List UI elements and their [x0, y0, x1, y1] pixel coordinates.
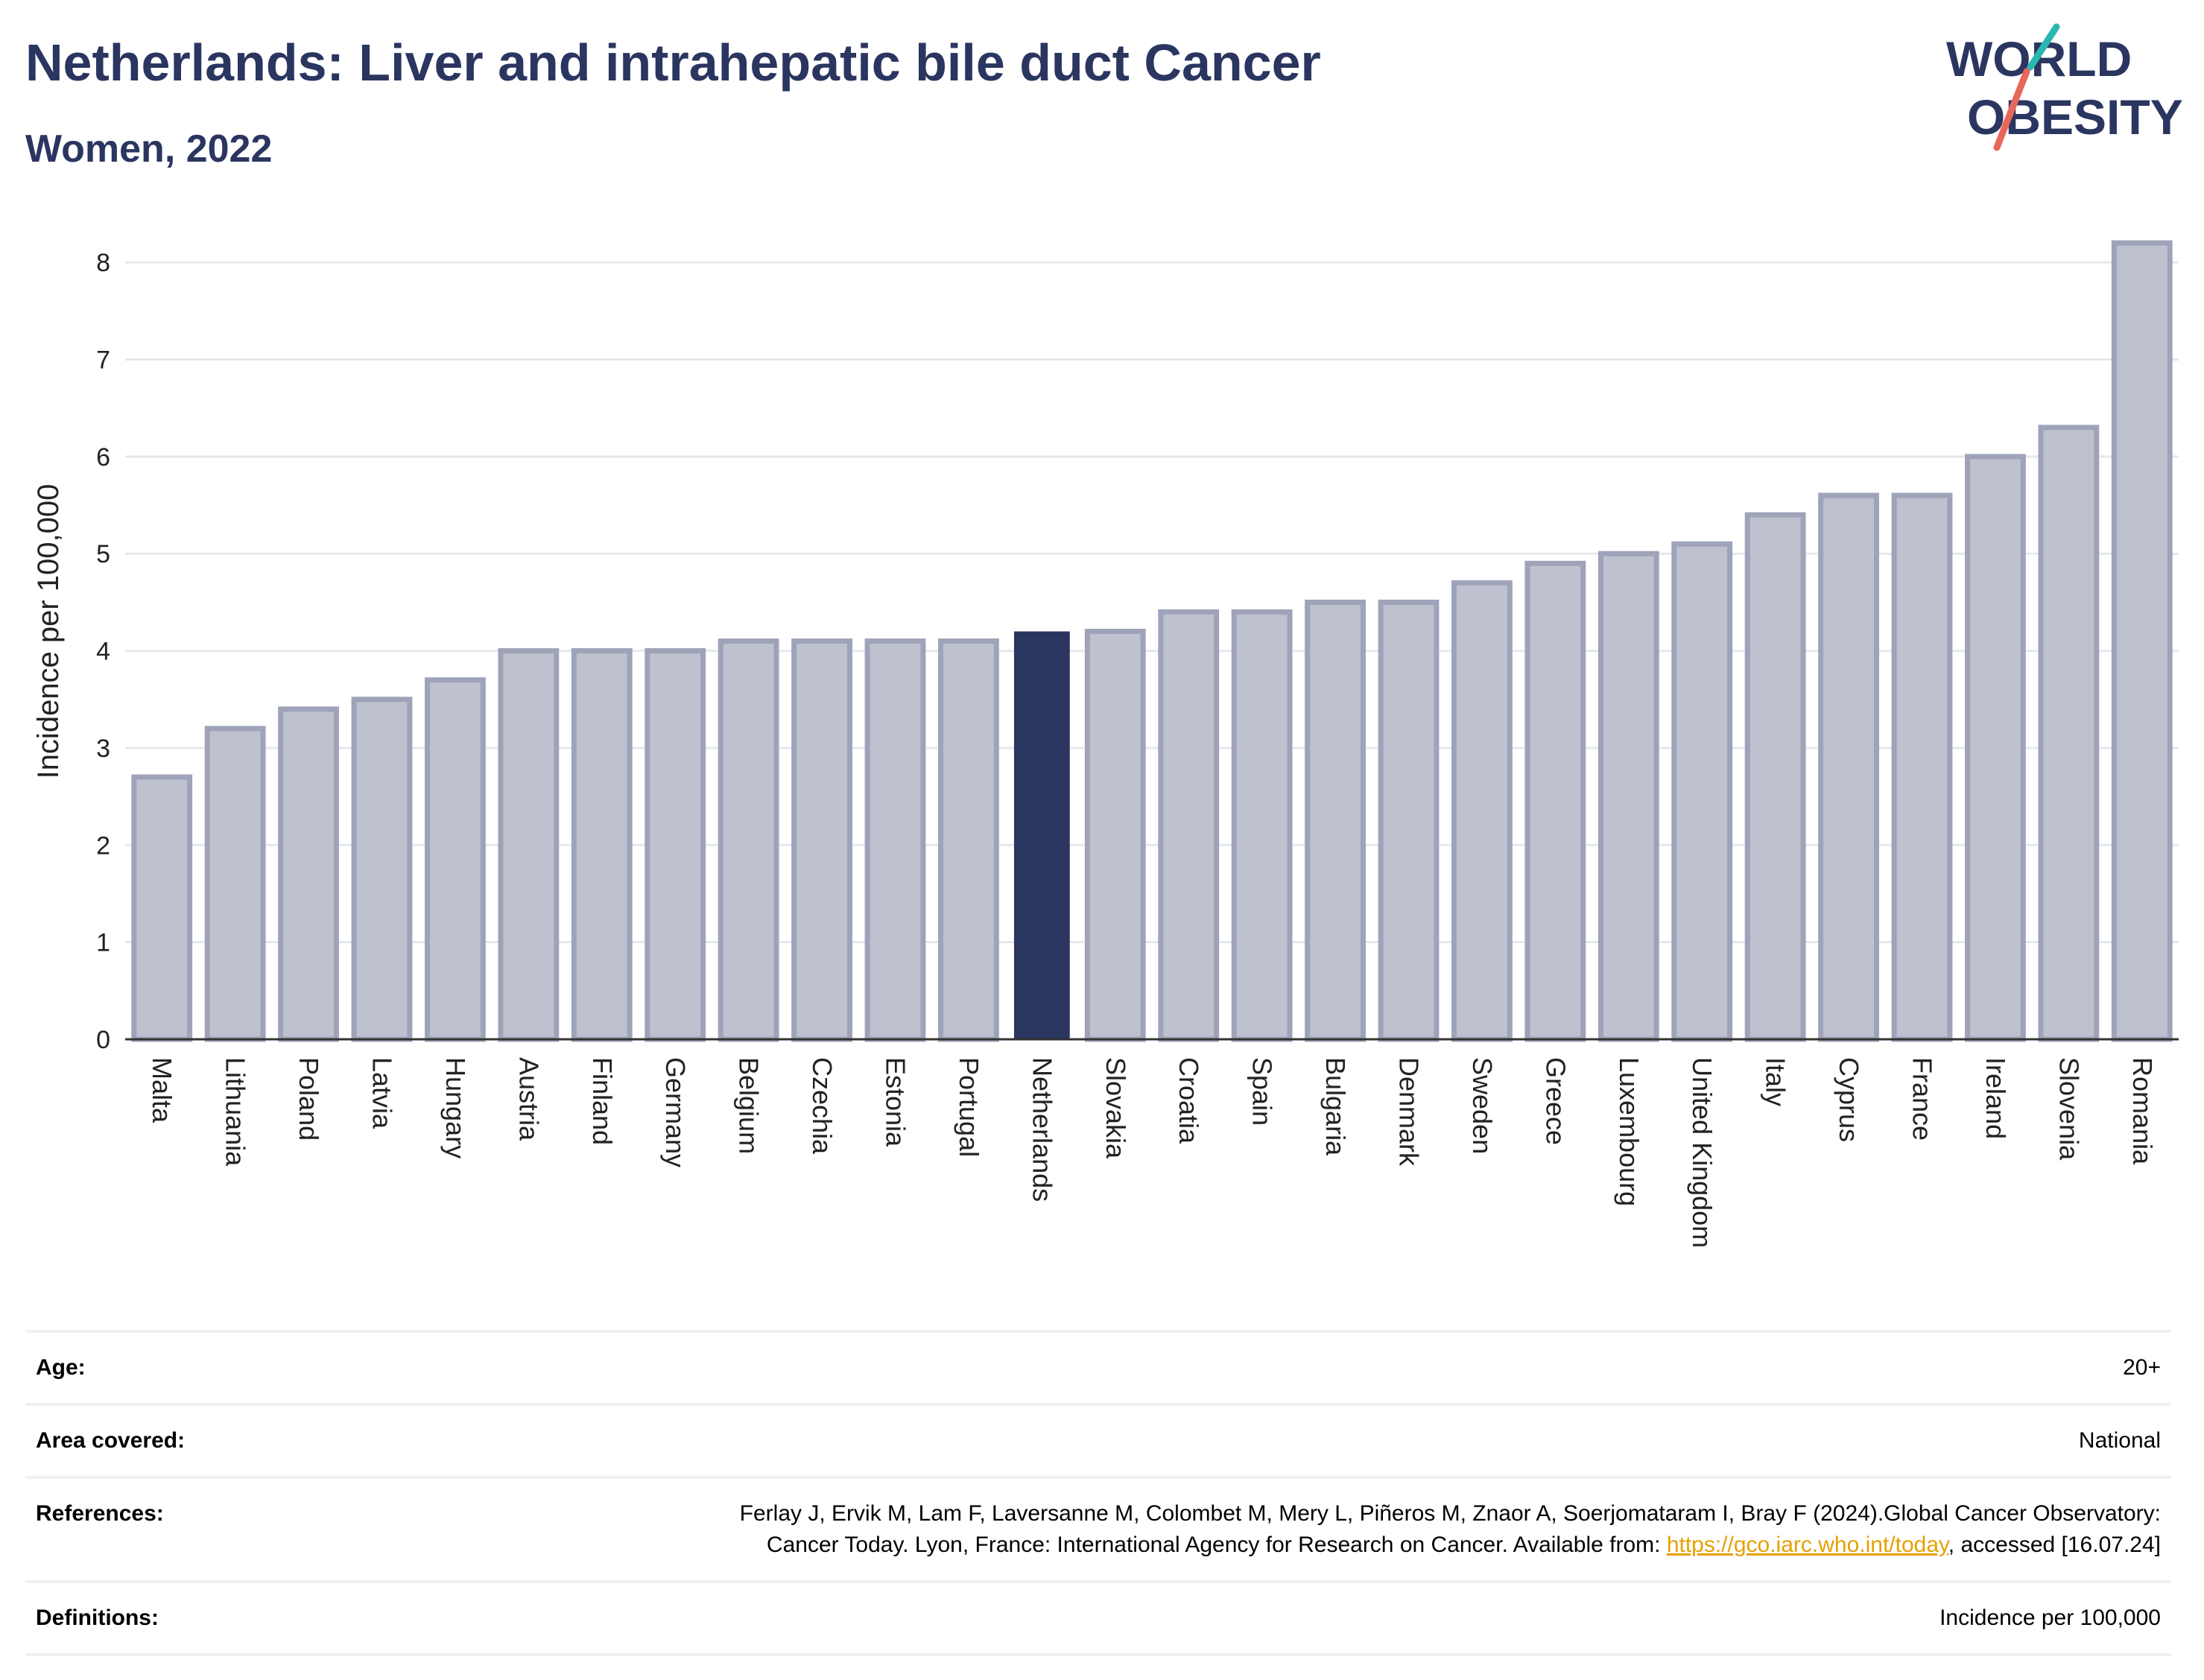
x-tick-label: Austria [513, 1057, 544, 1141]
bar-greece [1524, 560, 1586, 1042]
bar-bulgaria [1305, 599, 1366, 1042]
bar-ireland [1965, 454, 2026, 1042]
bar-belgium [718, 638, 779, 1042]
bar-poland [278, 706, 339, 1042]
references-value: Ferlay J, Ervik M, Lam F, Laversanne M, … [671, 1498, 2161, 1561]
age-label: Age: [36, 1355, 86, 1380]
x-tick-label: Netherlands [1027, 1057, 1057, 1202]
x-tick-label: Hungary [440, 1057, 471, 1158]
bar-united-kingdom [1671, 541, 1733, 1042]
area-label: Area covered: [36, 1428, 186, 1453]
bar-france [1891, 492, 1953, 1042]
chart-subtitle: Women, 2022 [25, 127, 273, 171]
y-tick-label: 2 [96, 831, 110, 860]
world-obesity-logo: WORLD OBESITY [1946, 23, 2183, 151]
bar-chart: 0 1 2 3 4 5 6 7 8 Malta Lithuania Poland Latvia Hung… [32, 240, 2179, 1248]
x-tick-label: Bulgaria [1320, 1057, 1351, 1156]
info-row-age: Age: 20+ [25, 1330, 2171, 1403]
bar-hungary [425, 677, 486, 1042]
bar-malta [131, 774, 193, 1042]
references-tail: , accessed [16.07.24] [1948, 1532, 2161, 1557]
x-tick-label: Luxembourg [1614, 1057, 1644, 1206]
x-tick-label: Italy [1761, 1057, 1791, 1106]
bar-finland [571, 648, 633, 1042]
x-tick-label: Slovakia [1101, 1057, 1131, 1159]
bar-slovenia [2038, 425, 2100, 1042]
y-tick-label: 1 [96, 929, 110, 957]
definitions-label: Definitions: [36, 1605, 159, 1630]
info-row-references: References: Ferlay J, Ervik M, Lam F, La… [25, 1476, 2171, 1580]
y-tick-label: 6 [96, 443, 110, 472]
bar-germany [645, 648, 706, 1042]
y-tick-label: 0 [96, 1026, 110, 1054]
x-tick-label: Malta [147, 1057, 177, 1123]
x-tick-label: Poland [294, 1057, 324, 1141]
logo-teal-stroke [2027, 23, 2060, 71]
references-text: Ferlay J, Ervik M, Lam F, Laversanne M, … [739, 1501, 2161, 1557]
bar-cyprus [1818, 492, 1879, 1042]
x-tick-label: Sweden [1467, 1057, 1498, 1154]
y-tick-labels: 0 1 2 3 4 5 6 7 8 [96, 249, 110, 1054]
y-tick-label: 7 [96, 346, 110, 375]
x-tick-label: Estonia [881, 1057, 911, 1147]
chart-title: Netherlands: Liver and intrahepatic bile… [25, 34, 1321, 92]
x-tick-label: France [1907, 1057, 1938, 1141]
bar-latvia [351, 697, 413, 1042]
bar-austria [498, 648, 560, 1042]
x-tick-label: Slovenia [2053, 1057, 2084, 1161]
info-table: Age: 20+ Area covered: National Referenc… [25, 1330, 2171, 1656]
bar-netherlands [1013, 631, 1070, 1039]
bar-portugal [938, 638, 999, 1042]
age-value: 20+ [2123, 1355, 2161, 1380]
x-tick-label: Denmark [1394, 1057, 1425, 1167]
bar-luxembourg [1597, 551, 1659, 1042]
info-row-definitions: Definitions: Incidence per 100,000 [25, 1580, 2171, 1656]
x-tick-label: Spain [1247, 1057, 1278, 1126]
x-tick-label: Latvia [367, 1057, 398, 1129]
x-tick-label: Lithuania [221, 1057, 251, 1167]
bar-sweden [1451, 580, 1513, 1042]
y-tick-label: 3 [96, 735, 110, 763]
references-label: References: [36, 1501, 164, 1526]
references-link[interactable]: https://gco.iarc.who.int/today [1666, 1532, 1948, 1557]
bar-croatia [1158, 609, 1220, 1042]
y-axis-title: Incidence per 100,000 [32, 484, 65, 779]
bar-slovakia [1084, 629, 1146, 1042]
bar-lithuania [204, 726, 266, 1042]
x-tick-label: Cyprus [1834, 1057, 1864, 1142]
x-tick-label: Portugal [954, 1057, 984, 1157]
y-tick-label: 4 [96, 638, 110, 666]
definitions-value: Incidence per 100,000 [1939, 1605, 2161, 1630]
x-category-labels: Malta Lithuania Poland Latvia Hungary Austria… [147, 1057, 2158, 1248]
info-row-area: Area covered: National [25, 1403, 2171, 1476]
bar-italy [1744, 512, 1806, 1042]
y-tick-label: 8 [96, 249, 110, 277]
y-tick-label: 5 [96, 540, 110, 568]
x-tick-label: Belgium [734, 1057, 764, 1154]
bar-spain [1231, 609, 1293, 1042]
x-tick-label: Finland [587, 1057, 618, 1145]
bar-denmark [1378, 599, 1440, 1042]
x-tick-label: Germany [660, 1057, 691, 1167]
logo-coral-stroke [1993, 68, 2030, 151]
x-tick-label: Romania [2127, 1057, 2158, 1165]
x-tick-label: Czechia [807, 1057, 837, 1155]
x-tick-label: Croatia [1174, 1057, 1204, 1144]
area-value: National [2078, 1428, 2161, 1453]
x-tick-label: Ireland [1980, 1057, 2011, 1139]
bar-romania [2111, 240, 2173, 1042]
bar-estonia [864, 638, 926, 1042]
x-tick-label: Greece [1540, 1057, 1571, 1145]
bars [131, 240, 2173, 1042]
x-tick-label: United Kingdom [1687, 1057, 1717, 1248]
bar-czechia [791, 638, 852, 1042]
